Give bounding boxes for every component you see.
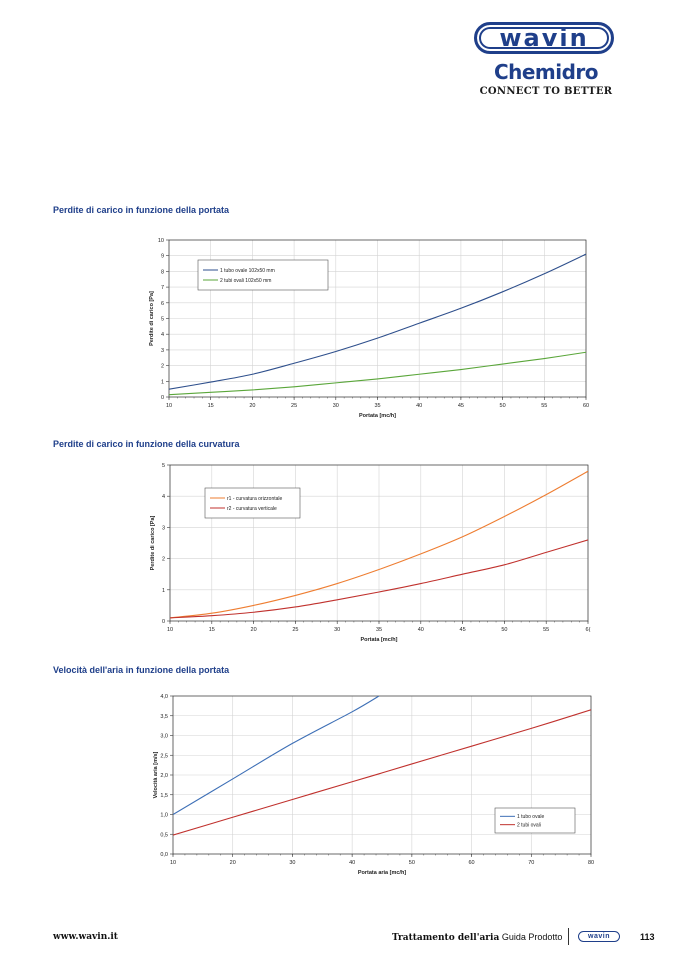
x-tick-label: 60	[583, 403, 589, 409]
legend-label: 1 tubo ovale 102x50 mm	[220, 268, 275, 274]
y-tick-label: 0	[162, 619, 165, 625]
legend-label: 1 tubo ovale	[517, 814, 544, 820]
y-tick-label: 3	[161, 348, 164, 354]
section-title-pressure-curvature: Perdite di carico in funzione della curv…	[53, 439, 240, 449]
y-tick-label: 1	[161, 379, 164, 385]
y-tick-label: 2,0	[160, 773, 168, 779]
x-axis-label: Portata [mc/h]	[359, 413, 396, 419]
x-tick-label: 35	[376, 627, 382, 633]
x-tick-label: 50	[409, 860, 415, 866]
y-tick-label: 6	[161, 301, 164, 307]
footer-divider	[568, 928, 569, 945]
y-tick-label: 4	[162, 494, 165, 500]
y-tick-label: 2	[161, 364, 164, 370]
y-axis-label: Perdite di carico [Pa]	[149, 291, 155, 346]
series-line-2	[169, 351, 586, 396]
y-tick-label: 1	[162, 588, 165, 594]
y-tick-label: 0,0	[160, 852, 168, 858]
y-axis-label: Perdite di carico [Pa]	[150, 515, 156, 570]
y-tick-label: 10	[158, 238, 164, 244]
plot-frame	[169, 464, 589, 622]
x-tick-label: 6(	[586, 627, 591, 633]
chart-air-velocity-vs-flow: 0,0 0,5 1,0 1,5 2,0 2,5 3,0 3,5 4,0 10 20 30 40 50 60 7…	[153, 694, 594, 876]
x-tick-label: 35	[374, 403, 380, 409]
x-tick-label: 70	[528, 860, 534, 866]
y-tick-label: 5	[161, 317, 164, 323]
wavin-chemidro-logo: wavin Chemidro CONNECT TO BETTER	[474, 22, 618, 97]
x-tick-label: 20	[249, 403, 255, 409]
chemidro-logo: Chemidro	[493, 60, 599, 84]
x-tick-label: 55	[543, 627, 549, 633]
x-tick-label: 40	[349, 860, 355, 866]
y-tick-label: 8	[161, 269, 164, 275]
footer-website[interactable]: www.wavin.it	[53, 932, 118, 942]
x-tick-label: 20	[251, 627, 257, 633]
series-line-1	[173, 696, 380, 815]
section-title-air-velocity: Velocità dell'aria in funzione della por…	[53, 665, 230, 675]
x-tick-label: 30	[333, 403, 339, 409]
x-tick-label: 30	[289, 860, 295, 866]
legend-box	[197, 259, 329, 291]
x-tick-label: 10	[170, 860, 176, 866]
x-tick-label: 30	[334, 627, 340, 633]
y-tick-label: 3,0	[160, 734, 168, 740]
x-axis-label: Portata aria [mc/h]	[358, 870, 406, 876]
y-axis-label: Velocità aria [m/s]	[153, 751, 159, 798]
y-tick-label: 5	[162, 463, 165, 469]
x-tick-label: 55	[541, 403, 547, 409]
legend-label: r1 - curvatura orizzontale	[227, 496, 283, 502]
series-line-1	[170, 470, 588, 619]
footer-doc-title-bold: Trattamento dell'aria	[392, 933, 500, 943]
x-tick-label: 40	[418, 627, 424, 633]
x-tick-label: 60	[469, 860, 475, 866]
y-tick-label: 0,5	[160, 832, 168, 838]
x-tick-label: 50	[500, 403, 506, 409]
x-tick-label: 45	[460, 627, 466, 633]
legend-label: r2 - curvatura verticale	[227, 506, 277, 512]
y-tick-label: 3,5	[160, 714, 168, 720]
x-tick-label: 20	[230, 860, 236, 866]
y-tick-label: 7	[161, 285, 164, 291]
y-tick-label: 9	[161, 254, 164, 260]
y-tick-label: 2,5	[160, 753, 168, 759]
x-tick-label: 10	[166, 403, 172, 409]
x-tick-label: 45	[458, 403, 464, 409]
y-tick-label: 1,0	[160, 813, 168, 819]
x-tick-label: 40	[416, 403, 422, 409]
x-tick-label: 80	[588, 860, 594, 866]
series-line-2	[170, 539, 588, 619]
legend-box	[204, 487, 301, 519]
x-axis-label: Portata [mc/h]	[361, 637, 398, 643]
y-tick-label: 1,5	[160, 793, 168, 799]
y-tick-label: 4	[161, 332, 164, 338]
series-line-2	[173, 709, 591, 836]
footer-doc-title-rest: Guida Prodotto	[501, 932, 563, 942]
y-tick-label: 0	[161, 395, 164, 401]
plot-frame	[168, 239, 587, 398]
x-tick-label: 15	[209, 627, 215, 633]
page-number: 113	[640, 932, 655, 942]
section-title-pressure-flow: Perdite di carico in funzione della port…	[53, 205, 230, 215]
brand-tagline: CONNECT TO BETTER	[479, 86, 613, 97]
legend-label: 2 tubi ovali 102x50 mm	[220, 278, 271, 284]
plot-frame	[172, 695, 592, 855]
y-tick-label: 2	[162, 557, 165, 563]
footer-wavin-logo: wavin	[578, 931, 620, 942]
y-tick-label: 4,0	[160, 694, 168, 700]
series-line-1	[169, 253, 586, 390]
wavin-logo: wavin	[474, 22, 614, 54]
footer-doc-title: Trattamento dell'aria Guida Prodotto	[392, 932, 562, 943]
x-tick-label: 10	[167, 627, 173, 633]
x-tick-label: 25	[291, 403, 297, 409]
legend-label: 2 tubi ovali	[517, 822, 541, 828]
y-tick-label: 3	[162, 525, 165, 531]
x-tick-label: 50	[501, 627, 507, 633]
x-tick-label: 15	[208, 403, 214, 409]
legend-box	[494, 807, 576, 834]
x-tick-label: 25	[292, 627, 298, 633]
